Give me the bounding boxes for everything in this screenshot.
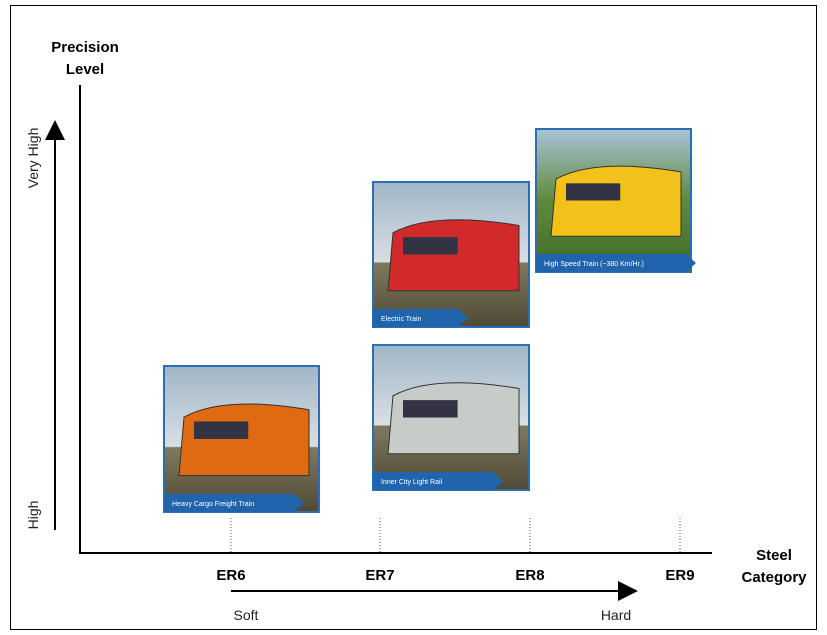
train-shape [387, 219, 520, 292]
label-banner [373, 309, 468, 327]
category-label: ER7 [365, 567, 394, 584]
y-high: Very High [25, 128, 41, 189]
x-high: Hard [601, 607, 631, 623]
train-shape [178, 403, 310, 476]
train-shape [550, 165, 682, 237]
window [566, 183, 621, 201]
frame [10, 5, 817, 630]
train-card: High Speed Train (~380 Km/Hr.) [535, 128, 696, 273]
y-title: Precision [51, 39, 119, 56]
train-shape [387, 382, 520, 455]
train-label: High Speed Train (~380 Km/Hr.) [544, 261, 644, 268]
category-label: ER9 [665, 567, 694, 584]
trains: Heavy Cargo Freight Train Electric Train I… [163, 128, 696, 513]
train-card: Heavy Cargo Freight Train [163, 365, 320, 513]
label-banner [536, 254, 696, 272]
train-card: Inner City Light Rail [372, 344, 530, 491]
category-label: ER6 [216, 567, 245, 584]
window [403, 400, 458, 418]
window [194, 421, 249, 439]
label-banner [164, 494, 304, 512]
x-title: Category [741, 569, 807, 586]
categories: ER6 ER7 ER8 ER9 [216, 518, 695, 584]
x-title: Steel [756, 547, 792, 564]
train-label: Electric Train [381, 316, 422, 323]
y-low: High [25, 501, 41, 530]
train-label: Heavy Cargo Freight Train [172, 501, 254, 508]
label-banner [373, 472, 503, 490]
y-title: Level [66, 61, 104, 78]
train-label: Inner City Light Rail [381, 479, 443, 486]
window [403, 237, 458, 255]
train-card: Electric Train [372, 181, 530, 328]
x-low: Soft [234, 607, 259, 623]
category-label: ER8 [515, 567, 544, 584]
